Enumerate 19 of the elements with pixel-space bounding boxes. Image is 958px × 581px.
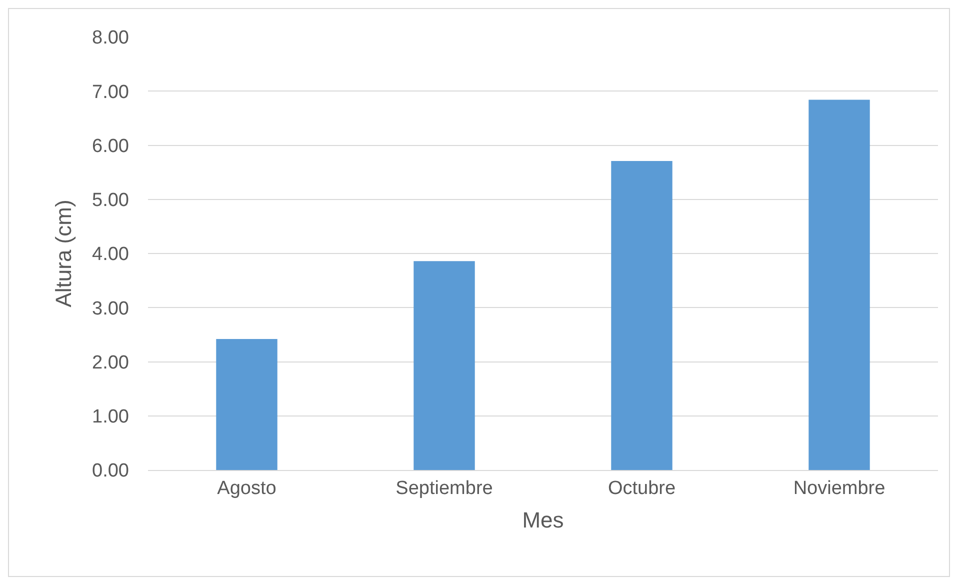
y-tick-label: 5.00: [92, 190, 129, 212]
x-tick-label: Noviembre: [793, 478, 886, 499]
y-tick-label: 0.00: [92, 460, 129, 482]
bar: [414, 261, 475, 470]
y-tick-label: 7.00: [92, 82, 129, 103]
y-axis-title: Altura (cm): [50, 200, 76, 308]
y-tick-label: 1.00: [92, 406, 129, 428]
y-tick-label: 8.00: [92, 28, 129, 49]
y-tick-label: 4.00: [92, 244, 129, 266]
y-tick-label: 2.00: [92, 352, 129, 374]
x-tick-label: Octubre: [608, 478, 676, 499]
y-tick-label: 3.00: [92, 298, 129, 320]
bar: [611, 160, 672, 470]
bar: [808, 100, 870, 470]
bar: [216, 339, 278, 470]
x-tick-label: Septiembre: [396, 478, 493, 499]
y-tick-label: 6.00: [92, 136, 129, 157]
x-axis-title: Mes: [522, 508, 564, 533]
x-tick-label: Agosto: [217, 478, 276, 499]
